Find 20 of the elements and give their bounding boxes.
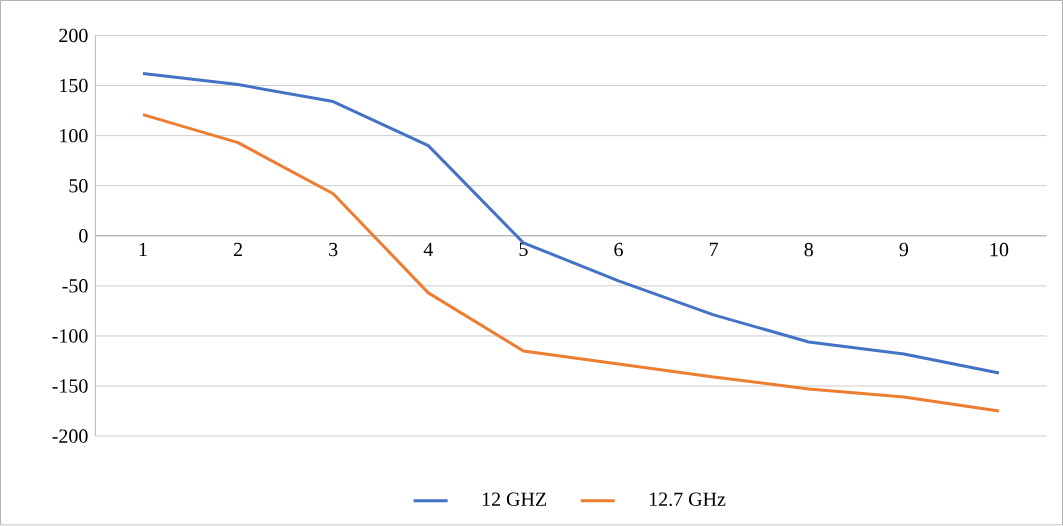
x-tick-label: 10 (990, 243, 1009, 257)
legend-label: 12 GHZ (482, 492, 547, 507)
y-tick-label: -150 (52, 379, 88, 393)
y-tick-label: -50 (62, 279, 88, 293)
x-tick-label: 7 (709, 243, 719, 257)
y-tick-label: 150 (60, 79, 88, 93)
x-tick-label: 3 (329, 243, 338, 257)
x-tick-label: 2 (233, 243, 242, 257)
x-tick-label: 8 (804, 243, 813, 257)
x-tick-label: 1 (139, 243, 147, 257)
x-tick-label: 6 (614, 243, 623, 257)
y-tick-label: 50 (69, 179, 88, 193)
y-tick-label: 100 (60, 129, 88, 143)
y-tick-label: -200 (52, 429, 88, 444)
x-tick-label: 9 (899, 243, 909, 257)
y-tick-label: 0 (79, 229, 88, 243)
x-tick-label: 4 (423, 243, 433, 257)
legend-label: 12.7 GHz (649, 492, 726, 507)
y-tick-label: 200 (59, 28, 88, 43)
y-tick-label: -100 (52, 329, 88, 343)
